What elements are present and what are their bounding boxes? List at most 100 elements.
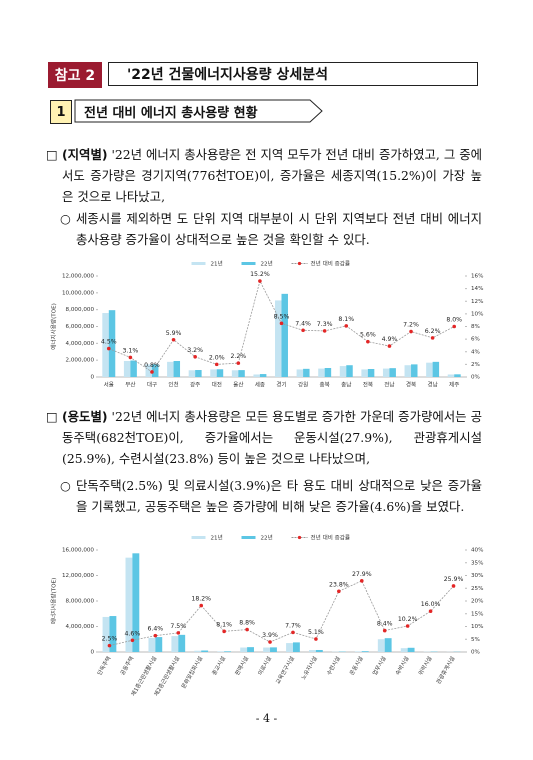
y2-tick-label: 6%: [471, 337, 480, 343]
text: 세종시를 제외하면 도 단위 지역 대부분이 시 단위 지역보다 전년 대비 에…: [76, 211, 482, 247]
rate-marker: [193, 355, 197, 359]
bar: [102, 313, 109, 377]
x-tick-label: 경북: [406, 382, 416, 389]
rate-marker: [428, 609, 433, 613]
section-frame: [74, 99, 323, 123]
rate-label: 15.2%: [250, 271, 270, 278]
text: '22년 에너지 총사용량은 모든 용도별로 증가한 가운데 증가량에서는 공동…: [62, 409, 482, 466]
chart: 에너지사용량(TOE) 0 2,000,000 4,000,000 6,000,000 8…: [50, 260, 484, 389]
rate-label: 16.0%: [421, 601, 441, 608]
bar: [270, 647, 277, 652]
y2-tick-label: 25%: [471, 586, 483, 592]
y2-tick-label: 0%: [471, 650, 480, 656]
y2-tick-label: 4%: [471, 349, 480, 355]
y2-tick-label: 2%: [471, 362, 480, 368]
bar: [173, 361, 181, 377]
rate-label: 7.2%: [403, 322, 419, 329]
bar: [382, 368, 390, 377]
bullet: ○: [60, 211, 71, 226]
rate-label: 7.3%: [317, 321, 333, 328]
rate-marker: [245, 627, 249, 632]
bar: [216, 369, 224, 377]
rate-marker: [214, 362, 219, 367]
rate-marker: [451, 584, 456, 588]
bar: [354, 651, 362, 652]
bar: [130, 360, 137, 377]
y2-tick-label: 10%: [471, 311, 483, 317]
rate-marker: [409, 329, 413, 334]
y2-tick-label: 14%: [471, 286, 483, 292]
bar: [411, 364, 418, 377]
bar: [194, 650, 202, 652]
bar: [426, 362, 433, 377]
y2-tick-label: 16%: [471, 274, 483, 280]
rate-label: 8.1%: [216, 621, 232, 628]
legend-swatch: [191, 262, 206, 265]
bar: [155, 637, 163, 652]
rate-label: 8.8%: [239, 620, 255, 627]
rate-label: 18.2%: [191, 596, 211, 603]
x-tick-label: 수련시설: [325, 655, 342, 677]
rate-label: 8.4%: [377, 621, 393, 628]
legend-marker: [297, 261, 302, 266]
rate-marker: [322, 329, 327, 333]
rate-marker: [279, 321, 284, 326]
bar: [247, 647, 254, 652]
bar: [454, 374, 461, 377]
bar: [361, 651, 369, 652]
rate-label: 5.6%: [360, 332, 376, 339]
rate-label: 0.8%: [144, 362, 160, 369]
y2-tick-label: 20%: [471, 599, 483, 605]
rate-label: 27.9%: [352, 571, 372, 578]
bar: [151, 364, 159, 377]
bar: [195, 370, 202, 377]
rate-marker: [387, 344, 392, 348]
bar: [238, 370, 245, 377]
rate-marker: [128, 355, 133, 360]
bar: [145, 364, 152, 377]
x-tick-label: 울산: [233, 381, 243, 389]
text: 단독주택(2.5%) 및 의료시설(3.9%)은 타 용도 대비 상대적으로 낮…: [76, 478, 482, 514]
bar: [275, 300, 282, 377]
rate-line: [109, 580, 454, 647]
legend-label: 22년: [261, 534, 273, 542]
legend-label: 전년 대비 증감률: [311, 534, 351, 542]
bar: [315, 649, 323, 652]
bar: [377, 639, 385, 652]
bar: [217, 651, 225, 652]
rate-marker: [176, 631, 181, 635]
bar: [167, 361, 174, 377]
x-tick-label: 대구: [147, 381, 157, 389]
rate-marker: [344, 324, 349, 328]
appendix-tag: 참고 2: [48, 62, 102, 88]
x-tick-label: 경남: [427, 381, 437, 389]
rate-marker: [130, 638, 135, 643]
bar: [400, 648, 408, 652]
bar: [346, 365, 353, 377]
y2-tick-label: 12%: [471, 299, 483, 305]
paragraph: ○ 세종시를 제외하면 도 단위 지역 대부분이 시 단위 지역보다 전년 대비…: [60, 208, 482, 250]
rate-label: 6.4%: [147, 626, 163, 633]
legend-swatch: [241, 262, 256, 265]
rate-label: 2.5%: [102, 636, 118, 643]
x-tick-label: 인천: [168, 381, 178, 389]
x-tick-label: 세종: [255, 381, 265, 389]
x-tick-label: 광주: [190, 382, 200, 389]
y2-tick-label: 10%: [471, 624, 483, 630]
y2-tick-label: 35%: [471, 560, 483, 566]
bar: [178, 634, 186, 652]
y-tick-label: 12,000,000: [62, 573, 94, 579]
x-tick-label: 업무시설: [371, 655, 388, 677]
y2-tick-label: 15%: [471, 611, 483, 617]
page-number: - 4 -: [255, 712, 278, 725]
bar: [339, 366, 347, 377]
bar: [263, 647, 271, 652]
legend-marker: [297, 535, 302, 540]
bar: [210, 369, 217, 377]
y-tick-label: 8,000,000: [66, 307, 95, 313]
rate-label: 8.0%: [446, 317, 462, 324]
x-tick-label: 대전: [212, 381, 222, 389]
rate-label: 7.7%: [285, 622, 301, 629]
rate-marker: [452, 324, 457, 329]
